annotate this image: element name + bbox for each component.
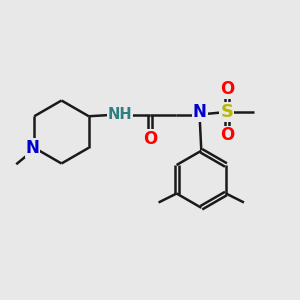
Text: S: S [220,103,233,121]
Text: O: O [143,130,158,148]
Text: O: O [220,126,234,144]
Text: N: N [193,103,207,121]
Text: NH: NH [108,107,133,122]
Text: N: N [26,139,40,157]
Text: O: O [220,80,234,98]
